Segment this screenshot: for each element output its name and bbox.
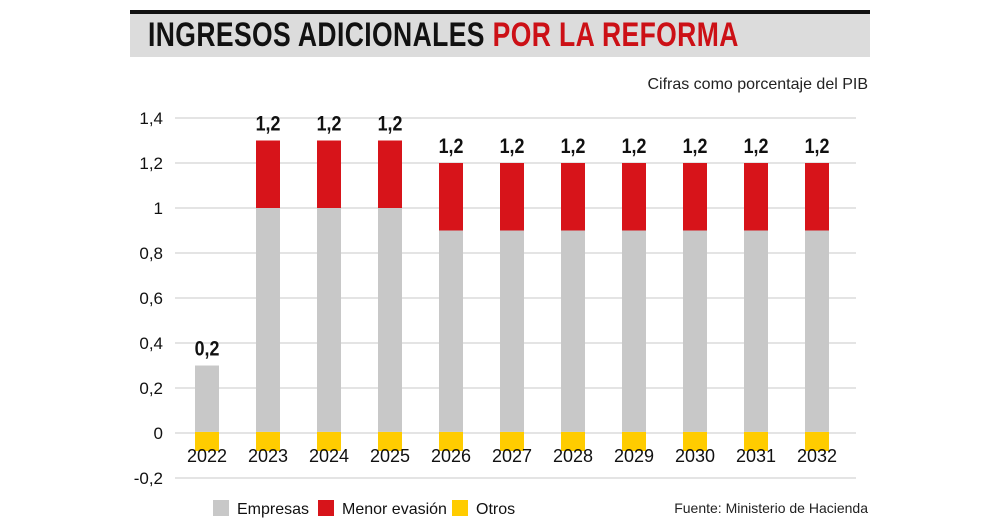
bar-menor-evasion [378, 140, 402, 208]
bar-otros [683, 431, 707, 451]
bar-empresas [805, 230, 829, 432]
bar-menor-evasion [256, 140, 280, 208]
data-label: 1,2 [805, 135, 830, 159]
bar-menor-evasion [439, 163, 463, 231]
bar-menor-evasion [317, 140, 341, 208]
bar-empresas [561, 230, 585, 432]
bar-empresas [622, 230, 646, 432]
data-label: 1,2 [256, 112, 281, 136]
chart-subtitle: Cifras como porcentaje del PIB [647, 76, 868, 93]
x-tick-label: 2024 [309, 446, 349, 466]
bar-empresas [439, 230, 463, 432]
bar-otros [805, 431, 829, 451]
x-tick-label: 2022 [187, 446, 227, 466]
bar-otros [622, 431, 646, 451]
y-tick-label: 0,2 [139, 379, 163, 398]
bar-otros [317, 431, 341, 451]
data-label: 1,2 [500, 135, 525, 159]
chart-title: INGRESOS ADICIONALES POR LA REFORMA [148, 16, 739, 55]
legend-label: Empresas [237, 501, 309, 518]
y-tick-label: -0,2 [134, 469, 163, 488]
legend-swatch [213, 500, 229, 516]
title-band [130, 14, 870, 57]
x-tick-label: 2026 [431, 446, 471, 466]
y-tick-label: 0,4 [139, 334, 163, 353]
title-rule [130, 10, 870, 14]
bar-otros [561, 431, 585, 451]
data-label: 1,2 [317, 112, 342, 136]
x-tick-label: 2030 [675, 446, 715, 466]
data-label: 1,2 [744, 135, 769, 159]
bar-menor-evasion [500, 163, 524, 231]
y-tick-label: 0,8 [139, 244, 163, 263]
y-tick-label: 1 [154, 199, 163, 218]
x-tick-label: 2029 [614, 446, 654, 466]
y-tick-label: 0,6 [139, 289, 163, 308]
bar-empresas [317, 208, 341, 432]
bar-menor-evasion [622, 163, 646, 231]
x-tick-label: 2023 [248, 446, 288, 466]
bar-otros [500, 431, 524, 451]
legend-swatch [452, 500, 468, 516]
y-tick-label: 1,4 [139, 109, 163, 128]
bar-empresas [195, 365, 219, 432]
bar-otros [744, 431, 768, 451]
bar-otros [256, 431, 280, 451]
title-red: POR LA REFORMA [492, 16, 739, 54]
data-label: 1,2 [561, 135, 586, 159]
bar-menor-evasion [744, 163, 768, 231]
y-tick-label: 0 [154, 424, 163, 443]
data-label: 1,2 [378, 112, 403, 136]
bar-otros [439, 431, 463, 451]
x-tick-label: 2028 [553, 446, 593, 466]
bar-menor-evasion [561, 163, 585, 231]
legend-swatch [318, 500, 334, 516]
bar-menor-evasion [805, 163, 829, 231]
title-black: INGRESOS ADICIONALES [148, 16, 485, 54]
x-tick-label: 2027 [492, 446, 532, 466]
bar-empresas [256, 208, 280, 432]
bar-empresas [378, 208, 402, 432]
legend-label: Menor evasión [342, 501, 447, 518]
bar-otros [195, 431, 219, 451]
bar-empresas [500, 230, 524, 432]
source-note: Fuente: Ministerio de Hacienda [674, 500, 868, 516]
data-label: 1,2 [622, 135, 647, 159]
data-label: 1,2 [683, 135, 708, 159]
data-label: 1,2 [439, 135, 464, 159]
x-tick-label: 2032 [797, 446, 837, 466]
x-tick-label: 2031 [736, 446, 776, 466]
bar-empresas [683, 230, 707, 432]
bar-otros [378, 431, 402, 451]
x-tick-label: 2025 [370, 446, 410, 466]
legend-label: Otros [476, 501, 515, 518]
bar-empresas [744, 230, 768, 432]
data-label: 0,2 [195, 337, 220, 361]
bar-menor-evasion [683, 163, 707, 231]
y-tick-label: 1,2 [139, 154, 163, 173]
